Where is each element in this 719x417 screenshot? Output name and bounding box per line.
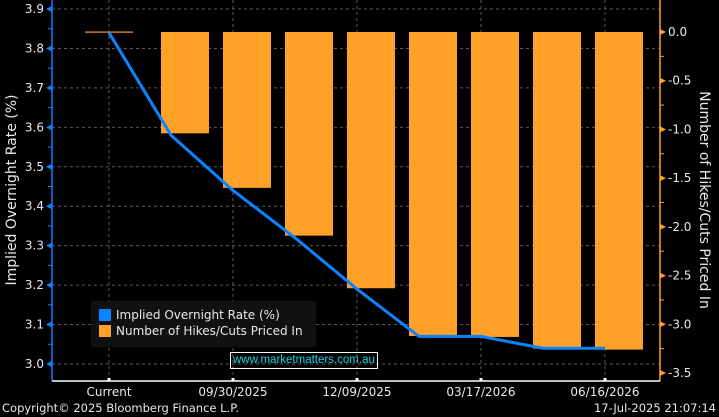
right-tick-label: -0.5 [668, 74, 691, 88]
left-tick-marker [46, 6, 52, 12]
left-tick-label: 3.5 [25, 160, 44, 174]
right-tick-label: -3.5 [668, 366, 691, 380]
right-axis-title: Number of Hikes/Cuts Priced In [696, 91, 712, 309]
bar [347, 32, 395, 289]
bar [471, 32, 519, 337]
left-tick-marker [46, 242, 52, 249]
bar [595, 32, 643, 350]
right-tick-marker [660, 126, 666, 133]
right-tick-marker [660, 321, 666, 328]
legend-label-rate: Implied Overnight Rate (%) [116, 308, 280, 322]
timestamp: 17-Jul-2025 21:07:14 [593, 401, 716, 415]
left-tick-label: 3.7 [25, 81, 44, 95]
right-tick-label: -1.5 [668, 171, 691, 185]
left-tick-label: 3.6 [25, 120, 44, 134]
bar [533, 32, 581, 349]
right-tick-label: -3.0 [668, 317, 691, 331]
x-tick-label: 09/30/2025 [198, 385, 267, 399]
x-tick-mark [231, 378, 235, 381]
x-tick-mark [107, 378, 111, 381]
left-tick-marker [46, 45, 52, 52]
legend-item-hikes: Number of Hikes/Cuts Priced In [99, 324, 303, 338]
right-tick-marker [660, 175, 666, 182]
left-tick-marker [46, 203, 52, 210]
x-tick-label: 03/17/2026 [446, 385, 515, 399]
bar [409, 32, 457, 336]
right-tick-marker [660, 29, 666, 35]
x-tick-mark [479, 378, 483, 381]
x-tick-label: Current [86, 385, 131, 399]
left-tick-marker [46, 282, 52, 289]
legend-label-hikes: Number of Hikes/Cuts Priced In [116, 324, 303, 338]
left-tick-label: 3.2 [25, 278, 44, 292]
axes: 3.9 3.8 3.7 3.6 3.5 3.4 3.3 3.2 3.1 3.0 0.0 -0.5 -1.… [25, 0, 691, 399]
left-tick-label: 3.4 [25, 199, 44, 213]
watermark: www.marketmatters.com.au [230, 352, 378, 369]
left-tick-label: 3.3 [25, 239, 44, 253]
bars [85, 31, 643, 350]
right-tick-label: -2.0 [668, 220, 691, 234]
left-tick-marker [46, 321, 52, 328]
right-tick-marker [660, 77, 666, 84]
left-tick-label: 3.9 [25, 2, 44, 16]
right-tick-label: -2.5 [668, 269, 691, 283]
left-tick-label: 3.0 [25, 357, 44, 371]
legend-item-rate: Implied Overnight Rate (%) [99, 308, 280, 322]
bar [161, 32, 209, 134]
rate-line [107, 31, 606, 350]
legend-swatch-rate [99, 309, 111, 321]
x-tick-label: 06/16/2026 [570, 385, 639, 399]
legend: Implied Overnight Rate (%) Number of Hik… [91, 301, 316, 347]
left-axis-title: Implied Overnight Rate (%) [4, 94, 20, 285]
right-tick-label: -1.0 [668, 122, 691, 136]
right-tick-marker [660, 223, 666, 230]
x-tick-mark [603, 378, 607, 381]
left-tick-label: 3.1 [25, 318, 44, 332]
right-tick-label: 0.0 [668, 25, 687, 39]
bar [85, 31, 133, 33]
bar [285, 32, 333, 236]
right-tick-marker [660, 370, 666, 376]
x-tick-label: 12/09/2025 [322, 385, 391, 399]
left-tick-marker [46, 163, 52, 170]
bar [223, 32, 271, 188]
copyright: Copyright© 2025 Bloomberg Finance L.P. [2, 401, 239, 415]
legend-swatch-hikes [99, 325, 111, 337]
right-tick-marker [660, 272, 666, 279]
x-tick-mark [355, 378, 359, 381]
left-tick-marker [46, 124, 52, 131]
left-tick-marker [46, 84, 52, 91]
left-tick-marker [46, 361, 52, 367]
left-tick-label: 3.8 [25, 41, 44, 55]
